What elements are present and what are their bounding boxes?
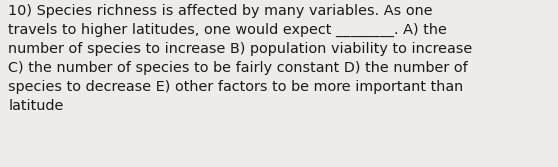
Text: 10) Species richness is affected by many variables. As one
travels to higher lat: 10) Species richness is affected by many… bbox=[8, 4, 473, 113]
